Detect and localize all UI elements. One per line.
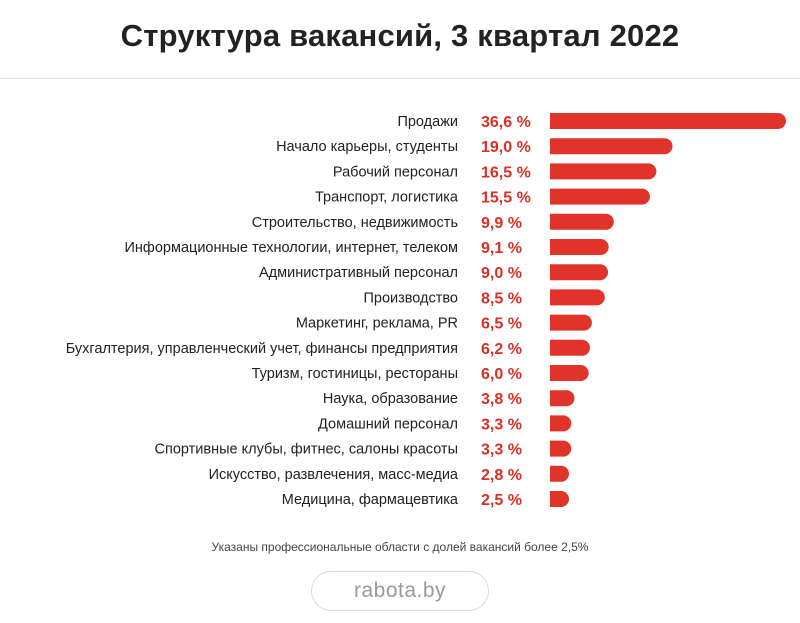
- bar: [550, 188, 650, 205]
- value-label: 8,5 %: [481, 290, 522, 307]
- bar: [550, 239, 609, 255]
- value-label: 19,0 %: [481, 139, 531, 156]
- category-label: Рабочий персонал: [333, 164, 458, 180]
- chart-title: Структура вакансий, 3 квартал 2022: [120, 18, 680, 53]
- brand-logo-button[interactable]: rabota.by: [311, 571, 489, 611]
- bar: [550, 138, 673, 155]
- bar-chart: Продажи 36,6 % Начало карьеры, студенты 19,…: [66, 113, 786, 509]
- category-label: Административный персонал: [259, 265, 458, 281]
- category-label: Спортивные клубы, фитнес, салоны красоты: [155, 442, 458, 458]
- value-label: 6,0 %: [481, 366, 522, 383]
- value-label: 2,8 %: [481, 467, 522, 484]
- category-label: Наука, образование: [323, 391, 458, 407]
- value-label: 2,5 %: [481, 492, 522, 509]
- bar: [550, 264, 609, 281]
- bar: [550, 289, 605, 306]
- category-label: Производство: [363, 290, 458, 306]
- category-label: Информационные технологии, интернет, тел…: [125, 240, 459, 256]
- bar: [550, 440, 572, 457]
- value-label: 6,2 %: [481, 341, 522, 358]
- category-label: Начало карьеры, студенты: [276, 139, 458, 155]
- bar: [550, 365, 589, 381]
- category-label: Транспорт, логистика: [315, 190, 459, 206]
- value-label: 3,8 %: [481, 391, 522, 408]
- value-label: 9,9 %: [481, 215, 522, 232]
- value-label: 36,6 %: [481, 114, 531, 131]
- value-label: 16,5 %: [481, 164, 531, 181]
- value-label: 3,3 %: [481, 442, 522, 459]
- value-label: 3,3 %: [481, 416, 522, 433]
- bar: [550, 113, 786, 129]
- value-label: 9,0 %: [481, 265, 522, 282]
- category-label: Туризм, гостиницы, рестораны: [252, 366, 458, 382]
- category-label: Медицина, фармацевтика: [282, 492, 459, 508]
- category-label: Бухгалтерия, управленческий учет, финанс…: [66, 341, 458, 357]
- category-label: Искусство, развлечения, масс-медиа: [209, 467, 459, 483]
- bar: [550, 415, 572, 432]
- bar: [550, 465, 569, 482]
- bar: [550, 163, 657, 180]
- category-label: Строительство, недвижимость: [252, 215, 458, 231]
- bar: [550, 314, 592, 331]
- bar: [550, 491, 569, 507]
- category-label: Маркетинг, реклама, PR: [296, 316, 458, 332]
- bar: [550, 213, 614, 230]
- category-label: Домашний персонал: [318, 416, 458, 432]
- value-label: 15,5 %: [481, 190, 531, 207]
- category-label: Продажи: [397, 114, 458, 130]
- bar: [550, 390, 575, 407]
- value-label: 6,5 %: [481, 316, 522, 333]
- value-label: 9,1 %: [481, 240, 522, 257]
- bar: [550, 339, 590, 356]
- title-divider: [0, 78, 800, 79]
- chart-footnote: Указаны профессиональные области с долей…: [211, 540, 589, 554]
